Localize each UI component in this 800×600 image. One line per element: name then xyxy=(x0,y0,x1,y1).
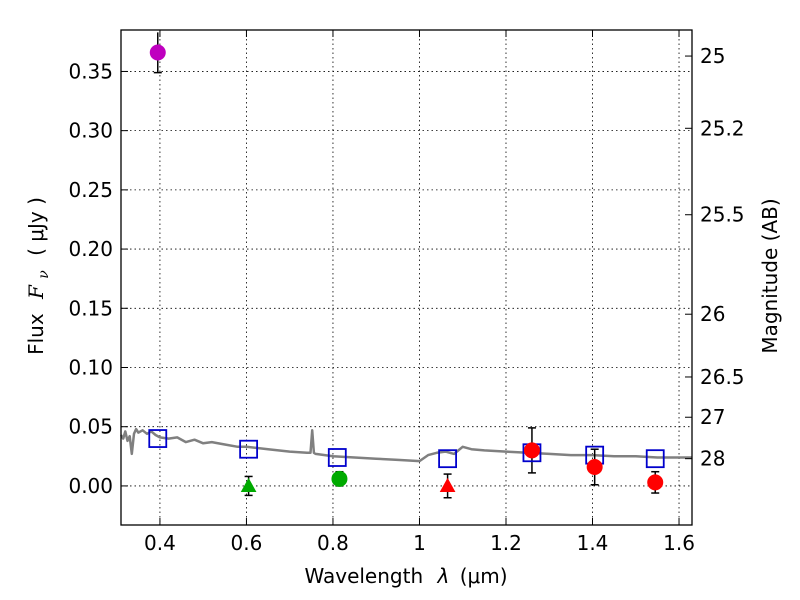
observed-flux-point xyxy=(647,474,664,491)
magnitude-tick-label: 27 xyxy=(700,405,725,429)
y-axis-unit: ( μJy ) xyxy=(24,197,48,256)
magnitude-tick-label: 26 xyxy=(700,302,725,326)
x-tick-label: 1.6 xyxy=(663,531,695,555)
model-photometry-square xyxy=(148,429,168,448)
x-axis-symbol: λ xyxy=(437,564,450,588)
magnitude-tick-label: 25 xyxy=(700,44,725,68)
x-tick-label: 1.4 xyxy=(577,531,609,555)
y-tick-label: 0.30 xyxy=(68,119,113,143)
y-tick-label: 0.05 xyxy=(68,415,113,439)
y-tick-label: 0.00 xyxy=(68,474,113,498)
upper-limit-triangle xyxy=(240,477,257,493)
y-tick-label: 0.25 xyxy=(68,178,113,202)
magnitude-tick-label: 26.5 xyxy=(700,365,745,389)
model-photometry-square xyxy=(645,449,665,469)
x-tick-label: 1 xyxy=(413,531,426,555)
x-tick-label: 0.6 xyxy=(231,531,263,555)
upper-limit-triangle xyxy=(439,477,456,493)
magnitude-tick-label: 28 xyxy=(700,447,725,471)
x-tick-label: 1.2 xyxy=(490,531,522,555)
model-photometry-square xyxy=(438,449,457,469)
magnitude-tick-label: 25.5 xyxy=(700,203,745,227)
y-tick-label: 0.10 xyxy=(68,356,113,380)
observed-flux-point xyxy=(523,442,540,459)
y-tick-label: 0.35 xyxy=(68,59,113,83)
plot-frame xyxy=(120,29,693,526)
y-axis-subscript: ν xyxy=(36,270,52,279)
model-sed-line xyxy=(119,427,692,463)
model-photometry-square xyxy=(327,448,347,467)
tick-labels: 0.4 0.6 0.8 1 1.2 1.4 1.6 0.00 0.05 0.10 0.15 0.20 0… xyxy=(68,44,744,555)
y2-axis-title: Magnitude (AB) xyxy=(758,198,782,353)
observed-flux-point xyxy=(331,470,348,487)
y-axis-symbol: F xyxy=(24,284,48,300)
y-axis-title-text: Flux xyxy=(24,313,48,355)
magnitude-tick-label: 25.2 xyxy=(700,116,745,140)
x-axis-title-text: Wavelength xyxy=(304,564,423,588)
y-tick-label: 0.15 xyxy=(68,296,113,320)
y-tick-label: 0.20 xyxy=(68,237,113,261)
model-sed-path xyxy=(119,427,692,463)
axis-ticks xyxy=(121,30,692,525)
x-axis-unit: (μm) xyxy=(460,564,508,588)
observed-flux-point xyxy=(149,44,166,61)
observed-flux-point xyxy=(586,458,603,475)
x-tick-label: 0.4 xyxy=(144,531,176,555)
y-axis-title: Flux F ν ( μJy ) xyxy=(24,197,53,355)
x-axis-title: Wavelength λ (μm) xyxy=(304,564,507,588)
model-photometry-square xyxy=(239,439,259,459)
grid xyxy=(121,30,692,525)
x-tick-label: 0.8 xyxy=(317,531,349,555)
photometry-markers xyxy=(148,32,665,499)
